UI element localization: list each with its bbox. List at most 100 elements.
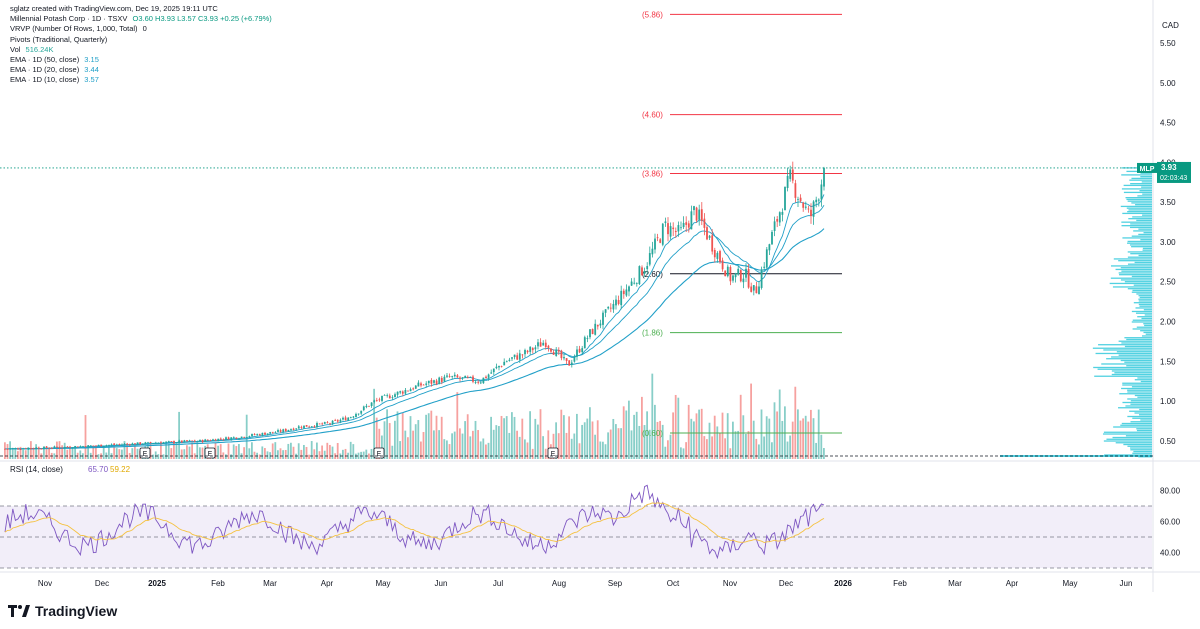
volume-profile-bar — [1124, 345, 1152, 348]
candle-body — [407, 390, 409, 392]
time-axis[interactable]: Nov Dec 2025 Feb Mar Apr May Jun Jul Aug Sep Oct Nov… — [38, 579, 1133, 588]
volume-profile-bar — [1138, 300, 1152, 302]
candle-body — [435, 380, 438, 385]
pivots-legend[interactable]: Pivots (Traditional, Quarterly) — [10, 35, 272, 45]
rsi-legend-label[interactable]: RSI (14, close) — [10, 465, 63, 474]
earnings-marker[interactable] — [373, 447, 385, 459]
candle-body — [594, 323, 597, 335]
volume-bar — [591, 421, 594, 459]
time-tick-label: Dec — [779, 579, 793, 588]
candle-body — [222, 439, 225, 441]
volume-bar — [810, 409, 812, 459]
candle-body — [45, 446, 48, 448]
candle-body — [248, 436, 251, 438]
volume-profile-bar — [1118, 354, 1152, 356]
candle-body — [651, 248, 654, 255]
volume-profile-bar — [1131, 291, 1152, 293]
volume-bar — [719, 432, 721, 459]
volume-bar — [594, 434, 596, 459]
vol-legend[interactable]: Vol 516.24K — [10, 45, 272, 55]
candle-body — [544, 342, 547, 348]
ema10-legend[interactable]: EMA · 1D (10, close) 3.57 — [10, 75, 272, 85]
volume-profile-bar — [1127, 242, 1152, 244]
volume-profile-bar — [1103, 349, 1152, 351]
candle-body — [61, 447, 64, 449]
volume-bar — [277, 450, 279, 459]
price-tick-label: 3.00 — [1160, 238, 1176, 247]
currency-label[interactable]: CAD — [1162, 21, 1179, 30]
candle-body — [729, 267, 732, 282]
ticker-badge[interactable] — [1137, 162, 1157, 173]
candle-body — [167, 441, 170, 442]
rsi-pane[interactable] — [0, 484, 1152, 569]
volume-bar — [503, 418, 505, 459]
volume-profile-bar — [1124, 281, 1152, 283]
volume-bar — [326, 442, 329, 459]
volume-profile-bar — [1110, 277, 1152, 279]
time-tick-label: Oct — [667, 579, 680, 588]
volume-bar — [56, 441, 58, 459]
candle-body — [422, 384, 425, 386]
candle-body — [786, 175, 789, 188]
volume-profile-bar — [1135, 204, 1152, 206]
volume-bar — [573, 433, 576, 459]
candle-body — [477, 382, 480, 383]
volume-profile-bar — [1144, 314, 1152, 316]
candles[interactable] — [4, 161, 825, 451]
volume-bar — [700, 408, 703, 459]
candle-body — [537, 342, 539, 347]
tradingview-logo[interactable]: TradingView — [8, 603, 117, 619]
candle-body — [126, 443, 129, 445]
candle-body — [583, 337, 586, 349]
volume-bar — [752, 420, 755, 459]
volume-profile-bar — [1114, 372, 1152, 374]
symbol-title[interactable]: Millennial Potash Corp · 1D · TSXV — [10, 14, 128, 24]
earnings-marker[interactable] — [139, 447, 151, 459]
time-tick-label: May — [375, 579, 390, 588]
last-price-badge[interactable] — [1157, 161, 1191, 183]
volume-profile-bar — [1140, 239, 1152, 241]
vrvp-value: 0 — [142, 24, 147, 34]
candle-body — [568, 360, 571, 366]
volume-profile-bar — [1134, 412, 1152, 414]
earnings-marker[interactable] — [547, 447, 559, 459]
candle-body — [529, 346, 532, 352]
volume-bar — [563, 415, 565, 459]
ema20-legend[interactable]: EMA · 1D (20, close) 3.44 — [10, 65, 272, 75]
volume-profile-bar — [1128, 218, 1152, 220]
candle-body — [693, 206, 695, 211]
volume-bar — [435, 415, 438, 459]
volume-profile-bar — [1112, 436, 1152, 439]
volume-bar — [589, 407, 591, 459]
volume-bar — [498, 426, 500, 459]
volume-bar — [152, 454, 154, 459]
time-tick-label: Apr — [1006, 579, 1019, 588]
volume-bar — [157, 454, 160, 459]
volume-bar — [427, 413, 430, 459]
candle-body — [342, 417, 344, 420]
volume-bar — [108, 446, 110, 459]
candle-body — [204, 439, 207, 442]
candle-body — [526, 350, 529, 353]
volume-bar — [30, 441, 32, 459]
vrvp-legend[interactable]: VRVP (Number Of Rows, 1,000, Total) 0 — [10, 24, 272, 34]
candle-body — [160, 442, 162, 444]
candle-body — [784, 186, 786, 211]
earnings-marker[interactable] — [204, 447, 216, 459]
price-axis[interactable]: 0.501.001.502.002.503.003.504.004.505.00… — [0, 39, 1191, 457]
symbol-line[interactable]: Millennial Potash Corp · 1D · TSXV O3.60… — [10, 14, 272, 24]
volume-bar — [11, 448, 14, 459]
ema50-legend[interactable]: EMA · 1D (50, close) 3.15 — [10, 55, 272, 65]
candle-body — [698, 209, 701, 220]
volume-profile-bar — [1131, 275, 1152, 278]
candle-body — [206, 439, 209, 441]
attribution-line: sglatz created with TradingView.com, Dec… — [10, 4, 218, 13]
volume-bar — [414, 424, 417, 459]
volume-profile-bar — [1119, 393, 1152, 395]
candle-body — [791, 169, 794, 181]
candle-body — [35, 447, 38, 449]
volume-profile-bar — [1127, 251, 1152, 253]
volume-profile-bar — [1138, 228, 1152, 230]
